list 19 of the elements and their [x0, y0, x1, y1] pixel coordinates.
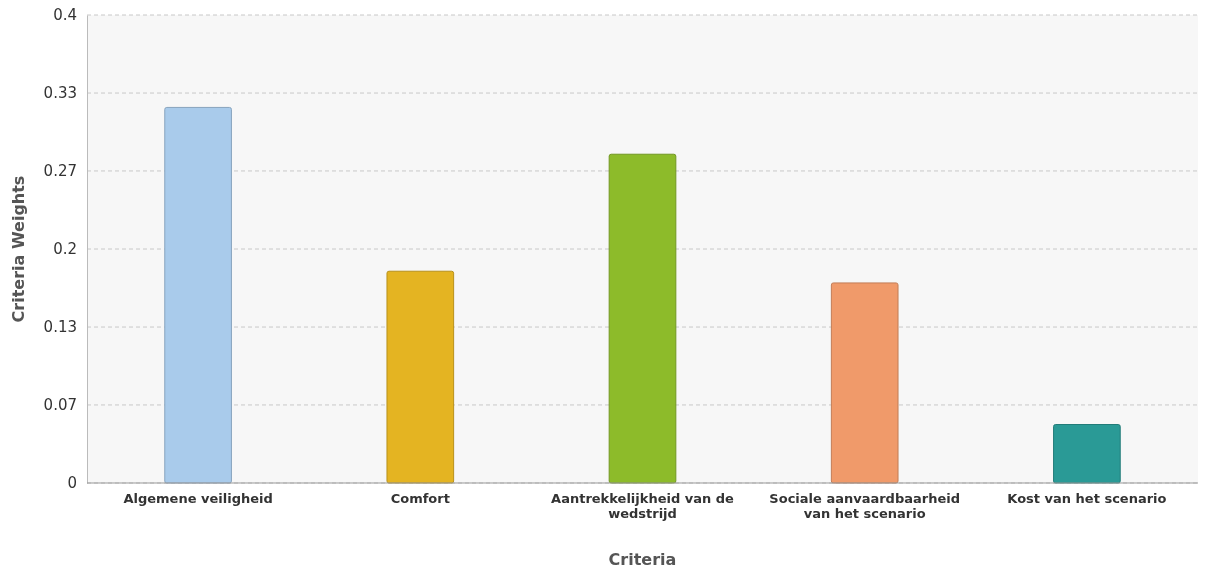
bar [164, 106, 232, 484]
bar [1053, 424, 1121, 484]
y-tick-label: 0.27 [43, 162, 77, 181]
y-tick-label: 0.07 [43, 396, 77, 415]
y-axis-title: Criteria Weights [9, 175, 28, 323]
x-tick-label: Kost van het scenario [1007, 491, 1167, 506]
y-tick-label: 0.2 [53, 240, 77, 259]
bar [608, 153, 677, 484]
y-tick-label: 0.33 [43, 84, 77, 103]
x-tick-label: Comfort [390, 491, 450, 506]
bar [830, 282, 899, 484]
x-tick-label: Algemene veiligheid [123, 491, 273, 506]
y-tick-label: 0.13 [43, 318, 77, 337]
bar [386, 270, 455, 484]
x-tick-label: Sociale aanvaardbaarheid van het scenario [769, 491, 961, 521]
x-axis-title: Criteria [608, 550, 677, 569]
y-tick-label: 0.4 [53, 6, 77, 25]
y-tick-label: 0 [67, 474, 77, 493]
x-tick-label: Aantrekkelijkheid van de wedstrijd [551, 491, 735, 521]
